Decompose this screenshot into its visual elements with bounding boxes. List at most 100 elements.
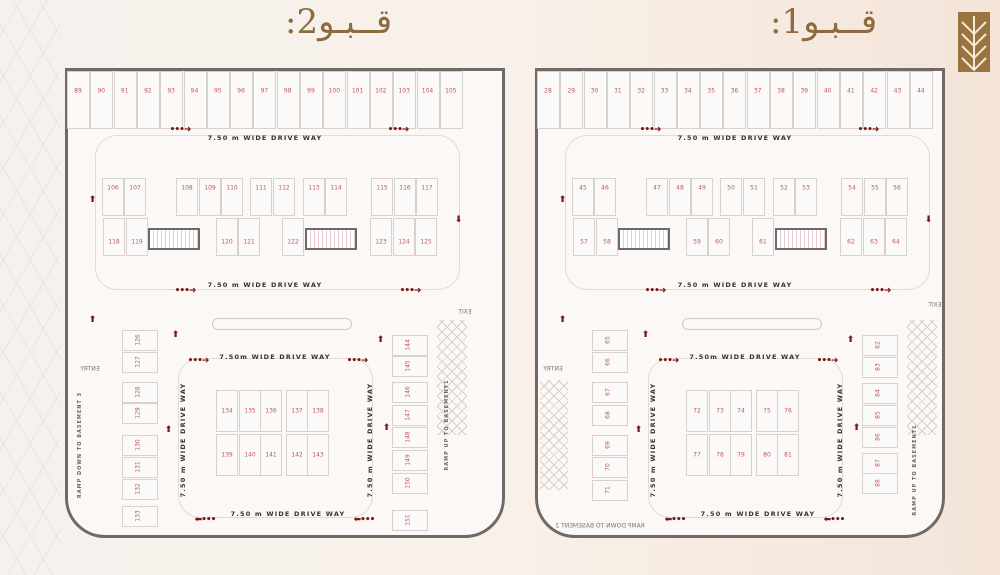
parking-spot[interactable] [160, 71, 184, 129]
parking-spot[interactable] [841, 178, 863, 216]
parking-spot[interactable] [221, 178, 243, 216]
parking-spot[interactable] [260, 390, 282, 432]
parking-spot[interactable] [606, 71, 630, 129]
parking-spot[interactable] [67, 71, 90, 129]
parking-spot[interactable] [746, 71, 770, 129]
parking-spot[interactable] [560, 71, 584, 129]
parking-spot[interactable] [415, 218, 437, 256]
parking-spot[interactable] [708, 218, 730, 256]
parking-spot[interactable] [596, 218, 618, 256]
parking-spot[interactable] [392, 382, 428, 403]
parking-spot[interactable] [238, 218, 260, 256]
parking-spot[interactable] [369, 71, 393, 129]
parking-spot[interactable] [777, 390, 799, 432]
parking-spot[interactable] [653, 71, 677, 129]
parking-spot[interactable] [253, 71, 277, 129]
parking-spot[interactable] [103, 218, 125, 256]
parking-spot[interactable] [371, 178, 393, 216]
parking-spot[interactable] [592, 382, 628, 403]
parking-spot[interactable] [416, 178, 438, 216]
parking-spot[interactable] [303, 178, 325, 216]
parking-spot[interactable] [592, 457, 628, 478]
parking-spot[interactable] [392, 356, 428, 377]
parking-spot[interactable] [686, 434, 708, 476]
parking-spot[interactable] [392, 335, 428, 356]
parking-spot[interactable] [307, 434, 329, 476]
parking-spot[interactable] [122, 435, 158, 456]
parking-spot[interactable] [392, 405, 428, 426]
parking-spot[interactable] [862, 335, 898, 356]
parking-spot[interactable] [676, 71, 700, 129]
parking-spot[interactable] [199, 178, 221, 216]
parking-spot[interactable] [216, 390, 238, 432]
parking-spot[interactable] [909, 71, 933, 129]
parking-spot[interactable] [592, 435, 628, 456]
parking-spot[interactable] [864, 178, 886, 216]
parking-spot[interactable] [307, 390, 329, 432]
parking-spot[interactable] [230, 71, 254, 129]
parking-spot[interactable] [122, 506, 158, 527]
parking-spot[interactable] [102, 178, 124, 216]
parking-spot[interactable] [572, 178, 594, 216]
parking-spot[interactable] [439, 71, 463, 129]
parking-spot[interactable] [686, 218, 708, 256]
parking-spot[interactable] [394, 178, 416, 216]
parking-spot[interactable] [720, 178, 742, 216]
parking-spot[interactable] [594, 178, 616, 216]
parking-spot[interactable] [325, 178, 347, 216]
parking-spot[interactable] [730, 390, 752, 432]
parking-spot[interactable] [392, 473, 428, 494]
parking-spot[interactable] [282, 218, 304, 256]
parking-spot[interactable] [183, 71, 207, 129]
parking-spot[interactable] [583, 71, 607, 129]
parking-spot[interactable] [300, 71, 323, 129]
parking-spot[interactable] [700, 71, 724, 129]
parking-spot[interactable] [122, 330, 158, 351]
parking-spot[interactable] [770, 71, 793, 129]
parking-spot[interactable] [122, 352, 158, 373]
parking-spot[interactable] [216, 218, 238, 256]
parking-spot[interactable] [392, 450, 428, 471]
parking-spot[interactable] [816, 71, 840, 129]
parking-spot[interactable] [276, 71, 300, 129]
parking-spot[interactable] [646, 178, 668, 216]
parking-spot[interactable] [122, 479, 158, 500]
parking-spot[interactable] [392, 427, 428, 448]
parking-spot[interactable] [392, 510, 428, 531]
parking-spot[interactable] [416, 71, 440, 129]
parking-spot[interactable] [862, 383, 898, 404]
parking-spot[interactable] [122, 403, 158, 424]
parking-spot[interactable] [592, 405, 628, 426]
parking-spot[interactable] [592, 330, 628, 351]
parking-spot[interactable] [743, 178, 765, 216]
parking-spot[interactable] [686, 390, 708, 432]
parking-spot[interactable] [863, 71, 887, 129]
parking-spot[interactable] [886, 178, 908, 216]
parking-spot[interactable] [862, 405, 898, 426]
parking-spot[interactable] [795, 178, 817, 216]
parking-spot[interactable] [393, 218, 415, 256]
parking-spot[interactable] [862, 427, 898, 448]
parking-spot[interactable] [346, 71, 370, 129]
parking-spot[interactable] [630, 71, 654, 129]
parking-spot[interactable] [752, 218, 774, 256]
parking-spot[interactable] [216, 434, 238, 476]
parking-spot[interactable] [691, 178, 713, 216]
parking-spot[interactable] [90, 71, 114, 129]
parking-spot[interactable] [126, 218, 148, 256]
parking-spot[interactable] [273, 178, 295, 216]
parking-spot[interactable] [124, 178, 146, 216]
parking-spot[interactable] [730, 434, 752, 476]
parking-spot[interactable] [773, 178, 795, 216]
parking-spot[interactable] [250, 178, 272, 216]
parking-spot[interactable] [537, 71, 560, 129]
parking-spot[interactable] [863, 218, 885, 256]
parking-spot[interactable] [862, 357, 898, 378]
parking-spot[interactable] [370, 218, 392, 256]
parking-spot[interactable] [777, 434, 799, 476]
parking-spot[interactable] [260, 434, 282, 476]
parking-spot[interactable] [393, 71, 417, 129]
parking-spot[interactable] [862, 473, 898, 494]
parking-spot[interactable] [592, 480, 628, 501]
parking-spot[interactable] [323, 71, 347, 129]
